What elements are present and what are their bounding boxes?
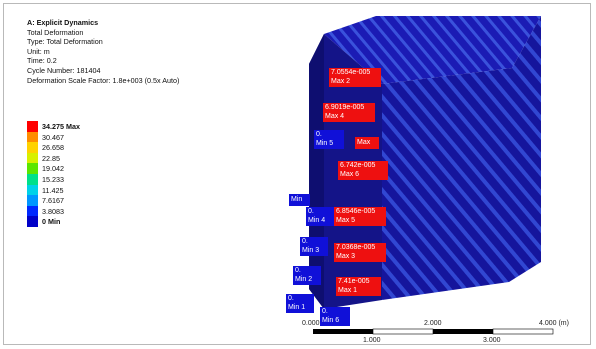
probe-tag: Min 3 (302, 246, 320, 254)
scale-bar-seg-1 (313, 329, 373, 334)
probe-label-min[interactable]: Min (289, 194, 310, 206)
probe-label-min-5[interactable]: 0. Min 5 (314, 130, 344, 150)
legend-swatch (27, 121, 38, 132)
probe-label-max-6[interactable]: 6.742e-005 Max 6 (338, 161, 388, 181)
probe-value: 7.41e-005 (338, 278, 370, 285)
scale-tick-0: 0.000 (302, 320, 320, 327)
probe-tag: Min (291, 196, 303, 203)
probe-value: 0. (295, 267, 301, 274)
legend-swatch (27, 216, 38, 227)
probe-value: 7.0554e-005 (331, 69, 371, 76)
probe-value: 6.9019e-005 (325, 104, 365, 111)
legend-swatch (27, 184, 38, 196)
probe-tag: Min 4 (308, 216, 326, 224)
scale-tick-4: 4.000 (m) (539, 320, 569, 327)
info-line: Time: 0.2 (27, 56, 57, 66)
probe-value: 7.0368e-005 (336, 244, 376, 251)
legend-min: 0 Min (42, 217, 61, 227)
info-line: Deformation Scale Factor: 1.8e+003 (0.5x… (27, 75, 180, 85)
probe-label-max-3[interactable]: 7.0368e-005 Max 3 (334, 243, 386, 263)
probe-tag: Max 2 (331, 77, 351, 85)
probe-label-max-1[interactable]: 7.41e-005 Max 1 (336, 277, 381, 297)
graphics-viewport[interactable]: A: Explicit Dynamics Total Deformation T… (3, 3, 591, 345)
probe-value: 0. (288, 295, 294, 302)
scale-bar-seg-3 (433, 329, 493, 334)
scale-tick-1: 1.000 (363, 337, 381, 344)
probe-tag: Max 6 (340, 170, 360, 178)
probe-tag: Max 1 (338, 286, 358, 294)
probe-tag: Min 2 (295, 275, 313, 283)
legend-value: 15.233 (42, 174, 64, 184)
probe-label-min-3[interactable]: 0. Min 3 (300, 237, 328, 257)
info-line: Type: Total Deformation (27, 37, 103, 47)
probe-label-min-4[interactable]: 0. Min 4 (306, 207, 336, 227)
probe-value: 6.742e-005 (340, 162, 376, 169)
probe-tag: Min 6 (322, 316, 340, 324)
result-info: A: Explicit Dynamics Total Deformation T… (27, 18, 179, 85)
legend-swatch (27, 163, 38, 174)
legend-max: 34.275 Max (42, 122, 80, 131)
probe-tag: Max 4 (325, 112, 345, 120)
model-side-face (382, 16, 541, 300)
probe-label-max[interactable]: Max (355, 137, 379, 149)
legend-swatch (27, 195, 38, 206)
scale-bar-seg-4 (492, 328, 554, 335)
probe-tag: Min 1 (288, 303, 306, 311)
legend-value: 7.6167 (42, 196, 64, 206)
legend-swatch (27, 205, 38, 217)
analysis-title: A: Explicit Dynamics (27, 18, 99, 27)
legend-value: 3.8083 (42, 206, 64, 216)
scale-tick-2: 2.000 (424, 320, 442, 327)
model-top-face (324, 16, 541, 84)
scale-tick-3: 3.000 (483, 337, 501, 344)
probe-value: 0. (316, 131, 322, 138)
legend-value: 26.658 (42, 143, 64, 153)
legend-swatch (27, 131, 38, 143)
probe-label-max-2[interactable]: 7.0554e-005 Max 2 (329, 68, 381, 88)
probe-label-min-2[interactable]: 0. Min 2 (293, 266, 321, 286)
probe-tag: Max 5 (336, 216, 356, 224)
probe-value: 0. (322, 308, 328, 315)
legend-swatch (27, 173, 38, 185)
probe-label-min-6[interactable]: 0. Min 6 (320, 307, 350, 327)
legend-value: 19.042 (42, 164, 64, 174)
probe-label-min-1[interactable]: 0. Min 1 (286, 294, 314, 314)
probe-value: 6.8546e-005 (336, 208, 376, 215)
probe-value: 0. (302, 238, 308, 245)
legend-value: 11.425 (42, 185, 64, 195)
legend-value: 30.467 (42, 132, 64, 142)
legend-value: 22.85 (42, 153, 60, 163)
legend-swatch (27, 152, 38, 164)
info-line: Cycle Number: 181404 (27, 65, 101, 75)
probe-label-max-5[interactable]: 6.8546e-005 Max 5 (334, 207, 386, 227)
info-line: Unit: m (27, 46, 50, 56)
probe-tag: Max (357, 139, 371, 146)
probe-tag: Max 3 (336, 252, 356, 260)
info-line: Total Deformation (27, 27, 84, 37)
scale-bar-seg-2 (372, 328, 434, 335)
probe-value: 0. (308, 208, 314, 215)
legend-swatch (27, 142, 38, 153)
probe-label-max-4[interactable]: 6.9019e-005 Max 4 (323, 103, 375, 123)
probe-tag: Min 5 (316, 139, 334, 147)
